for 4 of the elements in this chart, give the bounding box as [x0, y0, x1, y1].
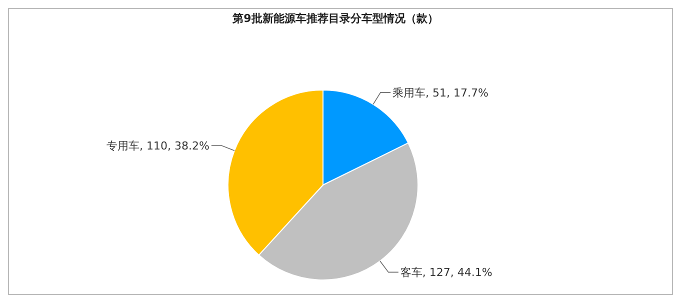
chart-title: 第9批新能源车推荐目录分车型情况（款） — [232, 12, 438, 25]
slice-label: 乘用车, 51, 17.7% — [392, 86, 488, 100]
slice-label: 客车, 127, 44.1% — [400, 266, 492, 280]
slice-label: 专用车, 110, 38.2% — [106, 139, 210, 152]
